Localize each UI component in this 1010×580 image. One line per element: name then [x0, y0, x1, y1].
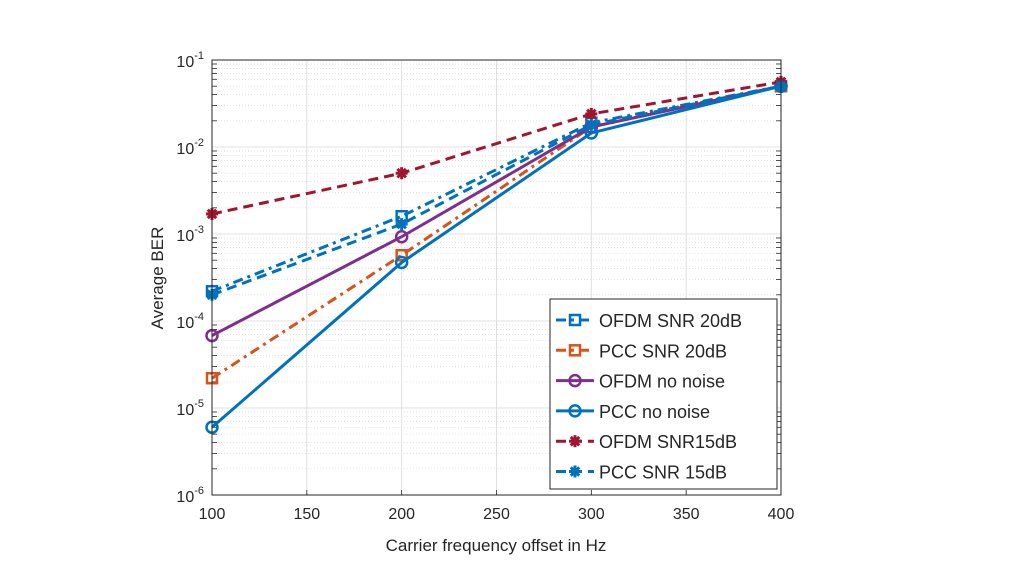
- marker-core: [587, 121, 595, 129]
- marker-core: [398, 220, 406, 228]
- y-tick-label: 10-3: [176, 224, 204, 245]
- legend-box: [549, 298, 778, 490]
- data-point: [395, 218, 408, 231]
- legend-marker: [569, 465, 581, 478]
- legend-item: OFDM no noise: [556, 372, 725, 392]
- x-tick-label: 200: [388, 506, 415, 523]
- y-tick-exponent: -4: [194, 311, 204, 323]
- legend-label: OFDM no noise: [599, 372, 725, 392]
- legend-marker: [568, 313, 582, 327]
- data-point: [585, 107, 598, 120]
- x-tick-labels: 100 150 200 250 300 350 400: [199, 506, 795, 523]
- marker-core: [398, 169, 406, 177]
- legend-label: PCC SNR 20dB: [599, 341, 727, 361]
- y-tick-label: 10-1: [176, 50, 204, 71]
- y-tick-exponent: -2: [194, 137, 204, 149]
- legend-marker: [568, 344, 582, 357]
- series-line: [211, 84, 782, 297]
- y-tick-exponent: -3: [194, 224, 204, 236]
- legend-label: OFDM SNR15dB: [599, 432, 737, 452]
- data-point: [394, 255, 409, 270]
- legend-item: PCC SNR 15dB: [556, 463, 727, 483]
- y-tick-base: 10: [176, 228, 194, 245]
- y-tick-base: 10: [176, 54, 194, 71]
- y-tick-label: 10-4: [176, 311, 204, 332]
- legend-item: PCC SNR 20dB: [556, 341, 727, 361]
- legend-marker: [569, 435, 581, 448]
- x-tick-label: 300: [578, 506, 605, 523]
- y-axis-label: Average BER: [148, 227, 167, 330]
- y-tick-label: 10-6: [176, 485, 204, 506]
- y-tick-base: 10: [176, 402, 194, 419]
- legend: OFDM SNR 20dB PCC SNR 20dB OFDM no noise PC…: [549, 298, 778, 490]
- x-tick-label: 250: [483, 506, 510, 523]
- plot-frame: [211, 59, 782, 496]
- marker-core: [571, 468, 579, 475]
- data-point: [394, 229, 409, 244]
- y-tick-label: 10-5: [176, 398, 204, 419]
- series-pcc-snr-15db: [206, 80, 787, 301]
- legend-label: PCC SNR 15dB: [599, 463, 727, 483]
- y-tick-base: 10: [176, 315, 194, 332]
- legend-label: OFDM SNR 20dB: [599, 311, 742, 331]
- y-tick-base: 10: [176, 489, 194, 506]
- data-point: [395, 167, 408, 180]
- x-tick-label: 400: [768, 506, 795, 523]
- y-tick-exponent: -1: [194, 50, 204, 62]
- x-tick-label: 100: [199, 506, 226, 523]
- marker-core: [571, 437, 579, 445]
- y-tick-exponent: -5: [194, 398, 204, 410]
- y-tick-label: 10-2: [176, 137, 204, 158]
- legend-item: OFDM SNR 20dB: [556, 311, 742, 331]
- legend-marker: [568, 373, 582, 388]
- series-line: [211, 80, 782, 216]
- legend-label: PCC no noise: [599, 402, 710, 422]
- x-axis-label: Carrier frequency offset in Hz: [386, 536, 607, 555]
- y-tick-base: 10: [176, 141, 194, 158]
- series-line: [211, 84, 782, 429]
- y-tick-exponent: -6: [194, 485, 204, 497]
- data-point: [585, 118, 598, 131]
- marker-core: [587, 110, 595, 118]
- legend-item: OFDM SNR15dB: [556, 432, 737, 452]
- x-tick-label: 150: [293, 506, 320, 523]
- data-point: [395, 248, 408, 262]
- x-tick-label: 350: [673, 506, 700, 523]
- legend-marker: [568, 404, 582, 418]
- y-tick-labels: 10-610-510-410-310-210-1: [176, 50, 204, 506]
- legend-item: PCC no noise: [556, 402, 710, 422]
